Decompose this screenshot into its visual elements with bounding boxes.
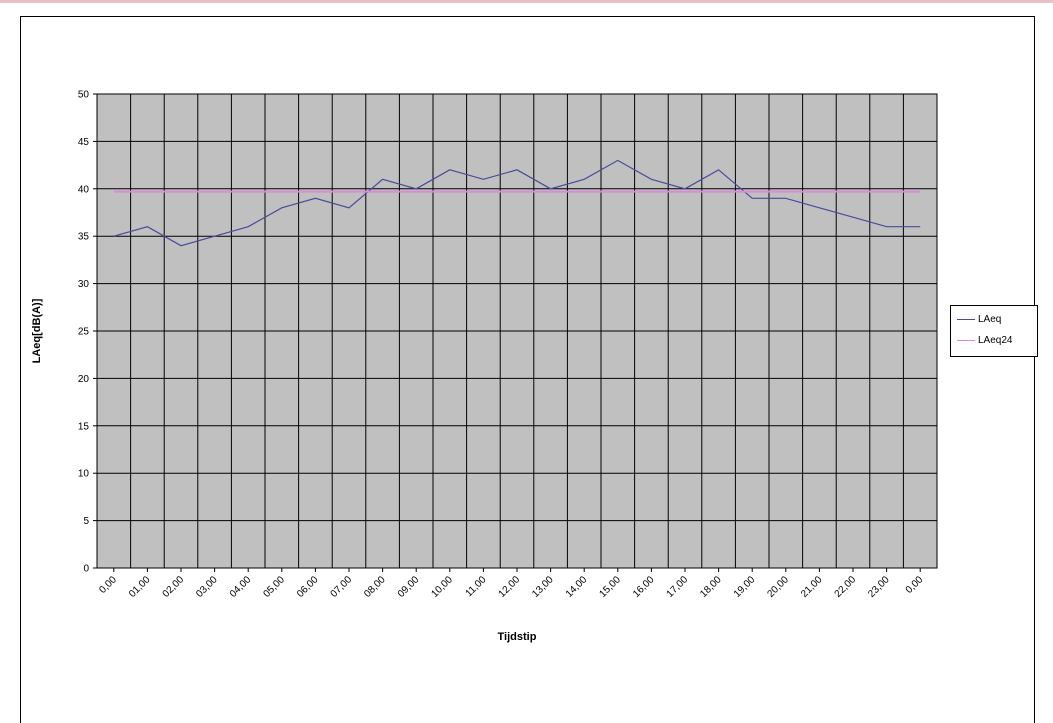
gridlines xyxy=(96,93,938,569)
y-tick-label: 0 xyxy=(83,564,89,575)
series-lines xyxy=(113,159,921,247)
x-tick-label: 21,00 xyxy=(799,574,825,600)
x-tick-label: 23,00 xyxy=(866,574,892,600)
x-axis-ticks: 0,00 01,00 02,00 03,00 04,00 05,00 06,00 07,00 0… xyxy=(97,568,926,600)
legend-item-laeq24: LAeq24 xyxy=(957,333,1012,347)
x-tick-label: 08,00 xyxy=(362,574,388,600)
x-tick-label: 06,00 xyxy=(295,574,321,600)
y-axis-ticks: 0 5 10 15 20 25 30 35 40 45 50 xyxy=(78,90,97,575)
x-tick-label: 0,00 xyxy=(97,574,119,596)
y-tick-label: 35 xyxy=(78,232,90,243)
x-tick-label: 20,00 xyxy=(765,574,791,600)
x-tick-label: 16,00 xyxy=(631,574,657,600)
x-tick-label: 01,00 xyxy=(127,574,153,600)
x-tick-label: 12,00 xyxy=(497,574,523,600)
x-tick-label: 04,00 xyxy=(228,574,254,600)
x-tick-label: 03,00 xyxy=(194,574,220,600)
x-tick-label: 22,00 xyxy=(833,574,859,600)
y-tick-label: 15 xyxy=(78,421,90,432)
legend-item-laeq: LAeq xyxy=(957,312,1001,326)
y-tick-label: 20 xyxy=(78,374,90,385)
x-axis-title: Tijdstip xyxy=(498,631,537,643)
y-tick-label: 40 xyxy=(78,184,90,195)
legend-label-laeq24: LAeq24 xyxy=(978,334,1013,346)
legend-swatch-laeq xyxy=(957,318,975,320)
x-tick-label: 11,00 xyxy=(464,574,489,599)
y-tick-label: 10 xyxy=(78,469,90,480)
series-line-laeq xyxy=(113,159,921,247)
x-tick-label: 05,00 xyxy=(261,574,287,600)
y-tick-label: 50 xyxy=(78,90,90,101)
y-tick-label: 5 xyxy=(83,516,89,527)
y-axis-title: LAeq[dB(A)] xyxy=(31,298,43,363)
x-tick-label: 15,00 xyxy=(597,574,623,600)
y-tick-label: 45 xyxy=(78,137,90,148)
y-tick-label: 30 xyxy=(78,279,90,290)
legend-swatch-laeq24 xyxy=(957,339,975,341)
x-tick-label: 17,00 xyxy=(665,574,691,600)
legend: LAeq LAeq24 xyxy=(950,305,1038,357)
x-tick-label: 18,00 xyxy=(698,574,724,600)
top-edge xyxy=(0,0,1053,3)
y-tick-label: 25 xyxy=(78,327,90,338)
legend-label-laeq: LAeq xyxy=(978,313,1002,325)
x-tick-label: 0,00 xyxy=(904,574,926,596)
x-tick-label: 19,00 xyxy=(732,574,758,600)
x-tick-label: 02,00 xyxy=(161,574,187,600)
x-tick-label: 09,00 xyxy=(396,574,422,600)
x-tick-label: 07,00 xyxy=(329,574,355,600)
x-tick-label: 14,00 xyxy=(564,574,590,600)
x-tick-label: 13,00 xyxy=(530,574,556,600)
x-tick-label: 10,00 xyxy=(429,574,455,600)
